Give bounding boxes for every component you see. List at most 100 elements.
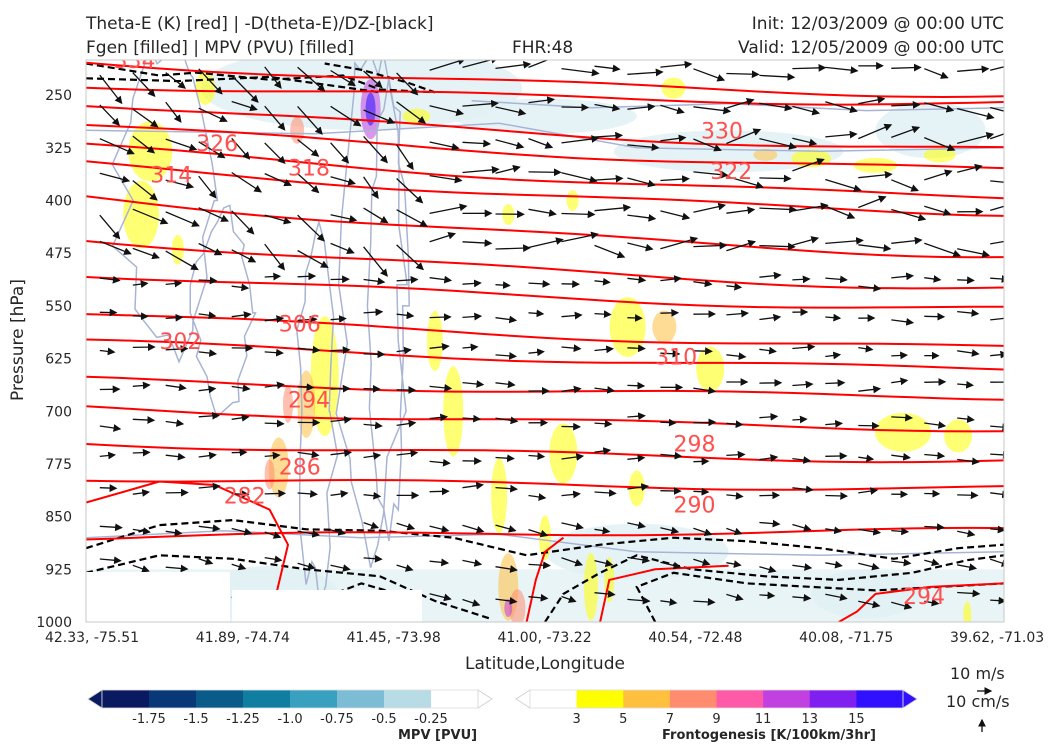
wind-vector-10-20 bbox=[759, 412, 779, 421]
wind-vector-2-11 bbox=[462, 139, 492, 148]
wind-vector-1-8 bbox=[363, 109, 396, 124]
wind-vector-5-1 bbox=[132, 247, 160, 260]
wind-vector-13-13 bbox=[528, 528, 549, 538]
wind-vector-3-9 bbox=[396, 178, 424, 204]
theta-e-label-322: 322 bbox=[710, 160, 752, 185]
wind-vector-1-7 bbox=[330, 105, 362, 127]
wind-vector-14-1 bbox=[132, 564, 150, 573]
wind-vector-5-18 bbox=[693, 241, 728, 250]
wind-vector-7-20 bbox=[759, 313, 782, 322]
wind-vector-13-5 bbox=[264, 531, 282, 539]
wind-vector-3-14 bbox=[561, 172, 598, 184]
wind-vector-13-1 bbox=[132, 527, 151, 535]
wind-vector-4-10 bbox=[429, 203, 468, 215]
wind-vector-2-0 bbox=[99, 138, 135, 155]
wind-vector-9-21 bbox=[792, 380, 814, 389]
wind-vector-5-3 bbox=[198, 242, 223, 256]
wind-vector-6-21 bbox=[792, 275, 811, 284]
wind-vector-0-3 bbox=[198, 68, 223, 95]
wind-vector-1-13 bbox=[528, 96, 555, 105]
wind-vector-8-13 bbox=[528, 348, 545, 357]
wind-vector-15-19 bbox=[726, 593, 744, 602]
y-tick-label-250: 250 bbox=[45, 88, 72, 104]
wind-vector-5-19 bbox=[726, 239, 757, 252]
wind-vector-field bbox=[99, 60, 1004, 610]
fgen-region-29 bbox=[753, 148, 778, 161]
wind-vector-13-19 bbox=[726, 527, 743, 536]
wind-vector-12-12 bbox=[495, 484, 518, 493]
wind-vector-7-25 bbox=[924, 312, 946, 321]
theta-e-surface-contour-1 bbox=[599, 564, 729, 622]
colorbar-1-swatch-3 bbox=[669, 690, 717, 708]
wind-vector-7-13 bbox=[528, 309, 545, 318]
wind-vector-8-14 bbox=[561, 344, 582, 352]
wind-vector-0-2 bbox=[165, 72, 187, 89]
wind-vector-8-11 bbox=[462, 343, 479, 352]
y-tick-label-550: 550 bbox=[45, 299, 72, 315]
wind-vector-14-25 bbox=[924, 558, 940, 567]
theta-e-label-294: 294 bbox=[288, 388, 330, 413]
wind-vector-7-8 bbox=[363, 308, 384, 317]
wind-vector-9-25 bbox=[924, 378, 947, 386]
wind-vector-2-14 bbox=[561, 135, 600, 144]
wind-vector-14-12 bbox=[495, 565, 518, 573]
wind-vector-4-13 bbox=[528, 208, 557, 217]
wind-vector-6-8 bbox=[363, 277, 386, 286]
wind-vector-3-27 bbox=[990, 180, 1004, 183]
fgen-region-21 bbox=[696, 346, 725, 392]
wind-vector-5-22 bbox=[825, 237, 864, 245]
wind-vector-9-7 bbox=[330, 384, 351, 393]
wind-vector-12-19 bbox=[726, 491, 744, 500]
wind-vector-3-7 bbox=[330, 176, 356, 186]
wind-vector-8-26 bbox=[957, 349, 980, 357]
theta-e-contour-4 bbox=[86, 142, 1004, 200]
wind-vector-6-23 bbox=[858, 284, 882, 292]
fgen-region-25 bbox=[628, 470, 645, 507]
wind-vector-0-12 bbox=[495, 60, 532, 70]
wind-vector-3-26 bbox=[957, 163, 983, 173]
wind-vector-3-17 bbox=[660, 175, 690, 184]
wind-vector-11-13 bbox=[528, 452, 546, 461]
wind-vector-12-1 bbox=[132, 489, 150, 497]
colorbar-1-tick-1: 5 bbox=[619, 712, 627, 727]
wind-vector-1-0 bbox=[99, 104, 120, 127]
wind-vector-3-18 bbox=[693, 170, 729, 179]
wind-vector-6-13 bbox=[528, 279, 551, 288]
wind-vector-14-8 bbox=[363, 554, 383, 563]
wind-vector-12-7 bbox=[330, 490, 349, 498]
wind-vector-13-20 bbox=[759, 519, 781, 528]
wind-vector-7-22 bbox=[825, 313, 842, 322]
wind-vector-15-23 bbox=[858, 600, 881, 609]
fgen-region-2 bbox=[250, 0, 290, 33]
wind-vector-4-19 bbox=[726, 206, 756, 215]
wind-vector-10-8 bbox=[363, 421, 383, 430]
wind-vector-8-5 bbox=[264, 348, 284, 357]
wind-vector-7-15 bbox=[594, 310, 612, 319]
wind-vector-10-3 bbox=[198, 411, 220, 420]
theta-e-contour-6 bbox=[86, 195, 1004, 259]
wind-vector-15-18 bbox=[693, 598, 716, 606]
wind-vector-8-17 bbox=[660, 349, 681, 358]
colorbar-0-swatch-1 bbox=[149, 690, 197, 708]
wind-vector-0-6 bbox=[297, 66, 326, 92]
theta-e-contour-13 bbox=[86, 443, 1004, 464]
wind-vector-7-27 bbox=[990, 314, 1004, 323]
wind-vector-10-16 bbox=[627, 412, 646, 421]
fgen-region-22 bbox=[875, 412, 932, 452]
wind-vector-4-6 bbox=[297, 214, 325, 242]
wind-vector-10-4 bbox=[231, 413, 250, 422]
wind-vector-14-24 bbox=[891, 558, 912, 567]
wind-vector-14-0 bbox=[99, 556, 122, 565]
theta-e-contour-3 bbox=[86, 124, 1004, 170]
wind-vector-3-5 bbox=[264, 173, 292, 187]
wind-vector-3-19 bbox=[726, 175, 764, 189]
colorbar-0-tick-5: -0.5 bbox=[371, 712, 396, 727]
wind-vector-11-3 bbox=[198, 451, 217, 460]
wind-vector-10-5 bbox=[264, 419, 285, 428]
wind-vector-12-14 bbox=[561, 490, 581, 499]
wind-vector-9-14 bbox=[561, 385, 582, 394]
wind-vector-14-11 bbox=[462, 559, 483, 567]
wind-vector-10-12 bbox=[495, 416, 519, 425]
wind-vector-6-22 bbox=[825, 275, 848, 284]
wind-vector-2-18 bbox=[693, 138, 722, 152]
